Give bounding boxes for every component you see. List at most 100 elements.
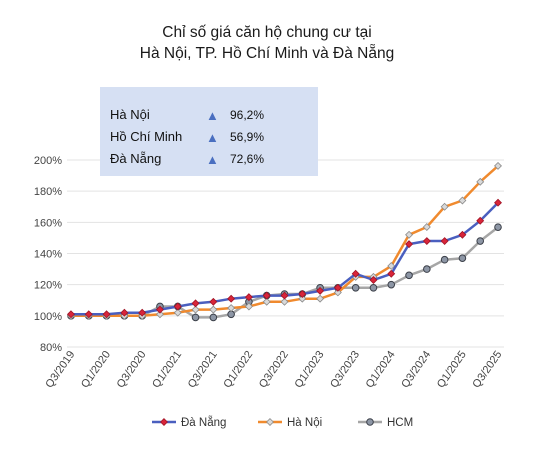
x-tick-label: Q1/2023 <box>293 349 327 390</box>
data-point <box>262 297 271 306</box>
legend-label: Đà Nẵng <box>181 416 226 429</box>
data-point <box>298 290 307 298</box>
y-tick-label: 80% <box>40 342 62 354</box>
data-point <box>155 310 164 319</box>
triangle-up-icon: ▲ <box>206 130 219 145</box>
x-tick-label: Q1/2025 <box>435 349 469 390</box>
data-point <box>351 269 360 278</box>
legend-item: Đà Nẵng <box>152 416 226 429</box>
data-point <box>191 299 200 308</box>
data-point <box>387 269 396 278</box>
legend: Đà Nẵng Hà Nội HCM <box>152 416 413 429</box>
x-tick-label: Q3/2023 <box>328 349 362 390</box>
x-tick-label: Q3/2020 <box>115 349 149 390</box>
data-point <box>369 276 378 284</box>
summary-label: Đà Nẵng <box>110 151 162 166</box>
data-point <box>494 161 502 170</box>
y-tick-labels: 80% 100% 120% 140% 160% 180% 200% <box>34 155 62 354</box>
data-point <box>333 288 342 297</box>
data-point <box>173 308 182 317</box>
y-tick-label: 120% <box>34 280 62 292</box>
data-point <box>227 304 236 313</box>
data-point <box>422 237 431 245</box>
data-point <box>458 230 467 239</box>
series-layer <box>67 161 502 322</box>
summary-label: Hồ Chí Minh <box>110 129 183 144</box>
series-HCM <box>67 223 502 322</box>
data-point <box>476 237 485 245</box>
chart-title: Chỉ số giá căn hộ chung cư tại Hà Nội, T… <box>0 22 534 64</box>
summary-label: Hà Nội <box>110 107 150 122</box>
data-point <box>351 283 360 292</box>
data-point <box>405 230 414 239</box>
triangle-up-icon: ▲ <box>206 152 219 167</box>
data-point <box>458 196 467 205</box>
data-point <box>138 308 147 317</box>
data-point <box>387 262 396 270</box>
legend-marker <box>366 418 374 426</box>
y-tick-label: 160% <box>34 217 62 229</box>
legend-marker <box>160 418 168 426</box>
data-point <box>155 305 164 314</box>
y-tick-label: 100% <box>34 311 62 323</box>
series-Đà Nẵng <box>67 198 502 319</box>
data-point <box>494 223 502 231</box>
x-tick-label: Q3/2025 <box>470 349 504 390</box>
data-point <box>280 297 289 306</box>
y-tick-label: 140% <box>34 249 62 261</box>
data-point <box>369 283 378 292</box>
data-point <box>440 255 449 264</box>
data-point <box>191 305 200 314</box>
data-point <box>227 294 236 303</box>
data-point <box>191 313 200 322</box>
legend-label: Hà Nội <box>287 417 322 429</box>
y-tick-label: 180% <box>34 186 62 198</box>
summary-value: 72,6% <box>230 152 265 166</box>
data-point <box>173 302 182 311</box>
data-point <box>422 223 431 231</box>
data-point <box>102 310 111 319</box>
data-point <box>387 280 396 289</box>
data-point <box>333 283 342 292</box>
data-point <box>84 310 93 319</box>
data-point <box>440 237 449 245</box>
legend-marker <box>266 418 274 426</box>
x-tick-label: Q3/2019 <box>43 349 77 390</box>
x-tick-labels: Q3/2019 Q1/2020 Q3/2020 Q1/2021 Q3/2021 Q1/20… <box>43 349 504 390</box>
data-point <box>316 286 325 295</box>
data-point <box>120 308 129 317</box>
chart-title-line-2: Hà Nội, TP. Hồ Chí Minh và Đà Nẵng <box>139 45 395 62</box>
data-point <box>458 254 467 262</box>
data-point <box>209 313 218 322</box>
x-tick-label: Q3/2021 <box>186 349 220 390</box>
data-point <box>440 202 449 211</box>
y-tick-label: 200% <box>34 155 62 167</box>
grid-layer <box>67 159 504 348</box>
chart-title-line-1: Chỉ số giá căn hộ chung cư tại <box>162 24 372 41</box>
x-tick-label: Q1/2020 <box>79 349 113 390</box>
summary-value: 96,2% <box>230 108 265 122</box>
triangle-up-icon: ▲ <box>206 108 219 123</box>
data-point <box>67 310 75 319</box>
x-tick-label: Q1/2022 <box>221 349 255 390</box>
x-tick-label: Q1/2024 <box>364 349 398 390</box>
x-tick-label: Q3/2022 <box>257 349 291 390</box>
data-point <box>476 177 485 186</box>
data-point <box>423 265 431 273</box>
data-point <box>405 240 414 249</box>
x-tick-label: Q1/2021 <box>150 349 184 390</box>
data-point <box>298 294 307 303</box>
data-point <box>209 297 218 306</box>
data-point <box>244 302 253 311</box>
data-point <box>405 271 413 280</box>
data-point <box>316 294 325 303</box>
summary-box: Hà Nội ▲ 96,2% Hồ Chí Minh ▲ 56,9% Đà Nẵ… <box>100 87 318 176</box>
summary-value: 56,9% <box>230 130 265 144</box>
data-point <box>476 216 485 225</box>
data-point <box>494 198 502 207</box>
data-point <box>262 291 271 300</box>
legend-item: Hà Nội <box>258 417 322 429</box>
data-point <box>244 293 253 302</box>
data-point <box>280 291 289 300</box>
